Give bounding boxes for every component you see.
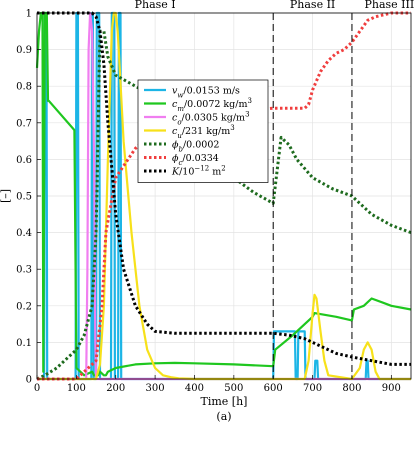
y-tick-label: 0.4	[16, 228, 32, 239]
x-axis-label: Time [h]	[201, 395, 248, 408]
phase-label: Phase II	[290, 0, 335, 11]
axis-ticks: 0 100 200 300 400 500 600 700 800 900 0 0.1 0.2 0.3 0.…	[16, 9, 401, 395]
x-tick-label: 0	[34, 383, 40, 394]
y-tick-label: 0	[26, 375, 32, 386]
y-tick-label: 0.9	[16, 45, 32, 56]
y-axis-label: [–]	[0, 189, 12, 203]
y-tick-label: 0.5	[16, 192, 32, 203]
phase-label: Phase I	[135, 0, 176, 11]
y-tick-label: 0.1	[16, 338, 32, 349]
figure-caption: (a)	[216, 410, 231, 423]
series-line-7	[37, 11, 411, 366]
series-line-6	[37, 11, 411, 381]
y-tick-label: 0.7	[16, 118, 32, 129]
x-tick-label: 300	[146, 383, 165, 394]
x-tick-label: 800	[342, 383, 361, 394]
x-tick-label: 600	[264, 383, 283, 394]
phase-labels: Phase I Phase II Phase III	[135, 0, 415, 11]
x-tick-label: 400	[185, 383, 204, 394]
x-tick-label: 500	[224, 383, 243, 394]
legend-entry: ϕc/0.0334	[172, 153, 219, 167]
phase-label: Phase III	[364, 0, 414, 11]
x-tick-label: 200	[106, 383, 125, 394]
legend-entry: K/10−12 m2	[171, 165, 226, 178]
y-tick-label: 0.6	[16, 155, 32, 166]
phase-boundaries	[272, 13, 353, 379]
legend-entry: cu/231 kg/m3	[172, 124, 235, 140]
y-tick-label: 0.2	[16, 301, 32, 312]
x-tick-label: 100	[67, 383, 86, 394]
x-tick-label: 900	[382, 383, 401, 394]
legend-entry: ϕb/0.0002	[172, 140, 219, 154]
x-tick-label: 700	[303, 383, 322, 394]
legend-entry: co/0.0305 kg/m3	[172, 111, 250, 127]
y-tick-label: 1	[26, 9, 32, 20]
legend-entry: cm/0.0072 kg/m3	[172, 97, 252, 113]
y-tick-label: 0.8	[16, 82, 32, 93]
legend-entry: vw/0.0153 m/s	[172, 86, 240, 100]
y-tick-label: 0.3	[16, 265, 32, 276]
series-line-5	[36, 29, 412, 381]
